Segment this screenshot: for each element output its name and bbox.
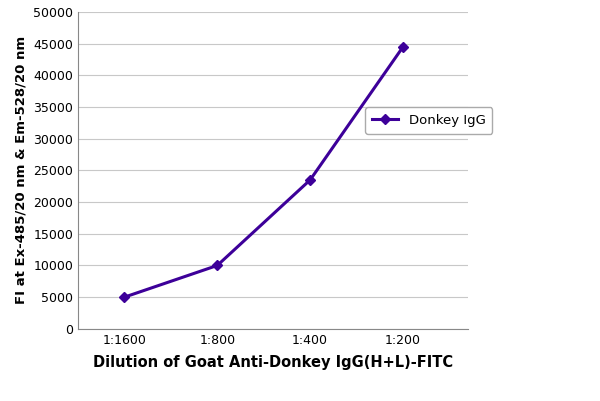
Donkey IgG: [214, 263, 221, 268]
Donkey IgG: [400, 45, 407, 49]
Legend: Donkey IgG: Donkey IgG: [365, 107, 493, 134]
X-axis label: Dilution of Goat Anti-Donkey IgG(H+L)-FITC: Dilution of Goat Anti-Donkey IgG(H+L)-FI…: [93, 355, 453, 370]
Donkey IgG: [307, 178, 314, 182]
Donkey IgG: [121, 295, 128, 300]
Y-axis label: FI at Ex-485/20 nm & Em-528/20 nm: FI at Ex-485/20 nm & Em-528/20 nm: [14, 36, 28, 304]
Line: Donkey IgG: Donkey IgG: [121, 43, 406, 301]
